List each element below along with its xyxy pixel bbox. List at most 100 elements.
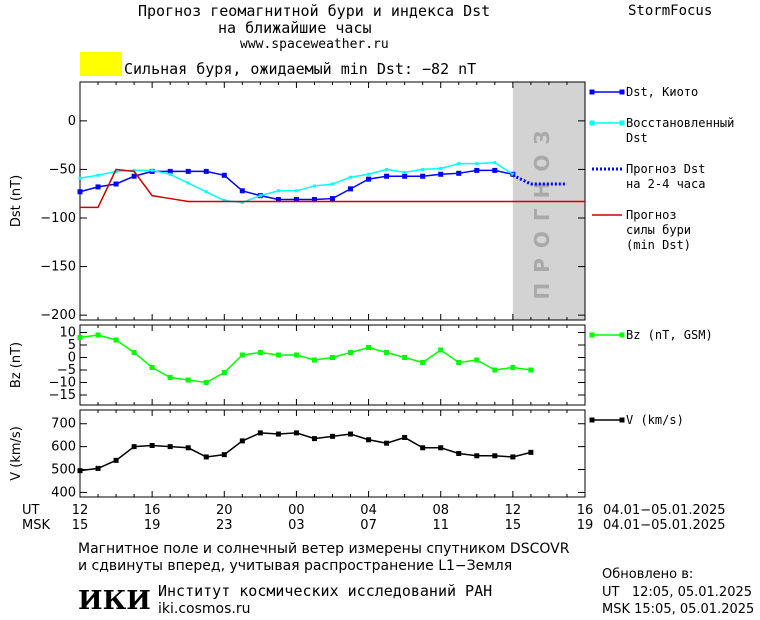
bz-legend-label: Bz (nT, GSM) (626, 328, 713, 342)
dst-point (312, 184, 316, 188)
v-point (366, 437, 372, 443)
ut-tick-label: 08 (432, 503, 449, 518)
v-ytick-label: 400 (51, 485, 76, 500)
measurement-note-line1: Магнитное поле и солнечный ветер измерен… (78, 541, 570, 557)
dst-point (493, 161, 497, 165)
v-ylabel: V (km/s) (9, 426, 24, 481)
dst-ytick-label: −50 (49, 162, 76, 177)
v-point (149, 442, 155, 448)
v-point (510, 454, 516, 460)
dst-point (239, 188, 245, 194)
v-point (257, 430, 263, 436)
dst-point (349, 175, 353, 179)
dst-point (474, 167, 480, 173)
storm-level-swatch (80, 52, 122, 76)
dst-panel: ПРОГНОЗ 0 −50 −100 −150 −200 Dst (nT) Dst, Киот… (9, 81, 734, 323)
dst-point (420, 173, 426, 179)
v-point (167, 444, 173, 450)
dst-point (167, 168, 173, 174)
bz-point (167, 375, 173, 380)
ut-tick-label: 12 (72, 503, 89, 518)
dst-legend-marker (619, 120, 625, 126)
dst-legend-label: (min Dst) (626, 238, 691, 252)
v-point (77, 468, 83, 474)
dst-ytick-label: 0 (68, 114, 76, 129)
dst-ytick-label: −150 (40, 260, 76, 275)
bz-point (239, 352, 245, 358)
bz-legend-marker (619, 332, 625, 338)
updated-ut: UT 12:05, 05.01.2025 (602, 585, 753, 600)
v-point (474, 453, 480, 459)
v-ytick-label: 700 (51, 417, 76, 432)
updated-msk: MSK 15:05, 05.01.2025 (602, 602, 755, 617)
iki-logo: ИКИ (78, 586, 151, 616)
dst-point (511, 172, 515, 176)
institute-url[interactable]: iki.cosmos.ru (158, 601, 251, 617)
bz-point (131, 350, 137, 355)
v-legend-marker (619, 417, 625, 423)
bz-point (203, 380, 209, 385)
dst-legend-marker (589, 89, 595, 95)
bz-point (510, 365, 516, 370)
v-point (311, 436, 317, 442)
dst-ytick-label: −200 (40, 308, 76, 323)
ut-tick-label: 04 (360, 503, 377, 518)
page-title: Прогноз геомагнитной бури и индекса Dst (138, 2, 491, 20)
v-point (275, 431, 281, 437)
dst-point (402, 173, 408, 179)
ut-label: UT (22, 503, 40, 518)
brand-name: StormFocus (628, 3, 713, 19)
bz-point (311, 357, 317, 363)
bz-point (474, 357, 480, 363)
bz-point (366, 345, 372, 350)
v-point (95, 465, 101, 471)
msk-tick-label: 11 (432, 518, 449, 533)
dst-legend-label: Прогноз Dst (626, 162, 705, 176)
dst-point (222, 199, 226, 203)
dst-legend-label: Dst (626, 131, 648, 145)
v-series-line (79, 432, 532, 472)
dst-point (275, 197, 281, 203)
date-range-msk: 04.01−05.01.2025 (603, 518, 726, 533)
bz-point (275, 352, 281, 358)
bz-frame (79, 324, 586, 406)
dst-point (132, 168, 136, 172)
dst-point (204, 190, 208, 194)
ut-tick-label: 12 (505, 503, 522, 518)
bz-ytick-label: 5 (68, 338, 76, 353)
dst-legend-label: Dst, Киото (626, 85, 698, 99)
bz-point (149, 365, 155, 370)
v-panel: 700 600 500 400 V (km/s) V (km/s) (9, 409, 684, 500)
bz-point (221, 370, 227, 375)
bz-point (384, 350, 390, 355)
dst-point (457, 162, 461, 166)
bz-point (77, 335, 83, 340)
dst-legend-marker (589, 120, 595, 126)
dst-point (294, 189, 298, 193)
v-legend-label: V (km/s) (626, 413, 684, 427)
v-point (131, 444, 137, 450)
dst-series-line (79, 161, 514, 204)
dst-point (384, 173, 390, 179)
dst-legend-label: Восстановленный (626, 116, 734, 130)
dst-legend-marker (619, 89, 625, 95)
dst-point (421, 167, 425, 171)
v-point (203, 454, 209, 460)
bz-ytick-label: 0 (68, 351, 76, 366)
msk-tick-label: 19 (144, 518, 161, 533)
msk-label: MSK (22, 518, 50, 533)
v-point (384, 440, 390, 446)
date-range-ut: 04.01−05.01.2025 (603, 503, 726, 518)
site-url[interactable]: www.spaceweather.ru (240, 37, 389, 52)
dst-point (168, 172, 172, 176)
msk-tick-label: 03 (288, 518, 305, 533)
dst-point (366, 176, 372, 182)
bz-ytick-label: −5 (57, 363, 76, 378)
v-ytick-label: 500 (51, 463, 76, 478)
dst-point (367, 172, 371, 176)
dst-point (240, 200, 244, 204)
bz-point (402, 355, 408, 360)
dst-point (185, 168, 191, 174)
